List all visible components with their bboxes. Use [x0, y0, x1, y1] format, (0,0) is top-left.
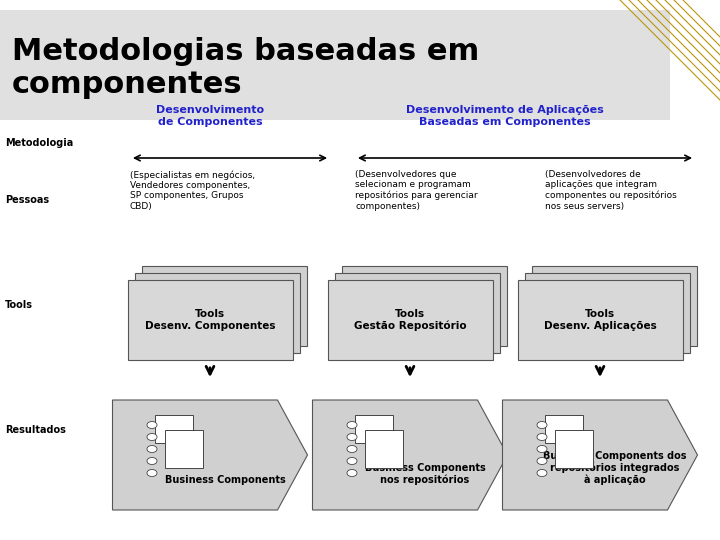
Ellipse shape: [347, 469, 357, 476]
FancyBboxPatch shape: [555, 430, 593, 468]
Ellipse shape: [147, 434, 157, 441]
FancyBboxPatch shape: [328, 280, 492, 360]
FancyBboxPatch shape: [524, 273, 690, 353]
Ellipse shape: [537, 422, 547, 429]
Ellipse shape: [147, 446, 157, 453]
Text: Metodologias baseadas em
componentes: Metodologias baseadas em componentes: [12, 37, 480, 99]
Ellipse shape: [347, 446, 357, 453]
Text: Pessoas: Pessoas: [5, 195, 49, 205]
Text: Metodologia: Metodologia: [5, 138, 73, 148]
Text: Desenvolvimento
de Componentes: Desenvolvimento de Componentes: [156, 105, 264, 127]
Text: Business Components
nos repositórios: Business Components nos repositórios: [364, 463, 485, 485]
Text: (Desenvolvedores de
aplicações que integram
componentes ou repositórios
nos seus: (Desenvolvedores de aplicações que integ…: [545, 170, 677, 211]
Text: Business Components: Business Components: [165, 475, 285, 485]
FancyBboxPatch shape: [518, 280, 683, 360]
Ellipse shape: [537, 469, 547, 476]
FancyBboxPatch shape: [531, 266, 696, 346]
Text: Tools
Desenv. Componentes: Tools Desenv. Componentes: [145, 309, 275, 331]
Ellipse shape: [537, 457, 547, 464]
FancyBboxPatch shape: [155, 415, 193, 443]
Text: Tools
Gestão Repositório: Tools Gestão Repositório: [354, 309, 467, 331]
Ellipse shape: [537, 446, 547, 453]
Ellipse shape: [147, 457, 157, 464]
Ellipse shape: [147, 469, 157, 476]
FancyBboxPatch shape: [335, 273, 500, 353]
FancyBboxPatch shape: [127, 280, 292, 360]
Polygon shape: [112, 400, 307, 510]
Text: (Desenvolvedores que
selecionam e programam
repositórios para gerenciar
componen: (Desenvolvedores que selecionam e progra…: [355, 170, 477, 211]
FancyBboxPatch shape: [0, 10, 670, 120]
FancyBboxPatch shape: [355, 415, 393, 443]
Ellipse shape: [347, 434, 357, 441]
Polygon shape: [503, 400, 698, 510]
FancyBboxPatch shape: [142, 266, 307, 346]
FancyBboxPatch shape: [135, 273, 300, 353]
Text: Desenvolvimento de Aplicações
Baseadas em Componentes: Desenvolvimento de Aplicações Baseadas e…: [406, 105, 604, 127]
Text: (Especialistas em negócios,
Vendedores componentes,
SP componentes, Grupos
CBD): (Especialistas em negócios, Vendedores c…: [130, 170, 255, 211]
FancyBboxPatch shape: [365, 430, 403, 468]
Ellipse shape: [537, 434, 547, 441]
Text: Tools
Desenv. Aplicações: Tools Desenv. Aplicações: [544, 309, 657, 331]
Text: Business Components dos
repositórios integrados
à aplicação: Business Components dos repositórios int…: [544, 450, 687, 485]
Polygon shape: [312, 400, 508, 510]
Text: Tools: Tools: [5, 300, 33, 310]
Ellipse shape: [347, 422, 357, 429]
Ellipse shape: [147, 422, 157, 429]
Text: Resultados: Resultados: [5, 425, 66, 435]
FancyBboxPatch shape: [341, 266, 506, 346]
FancyBboxPatch shape: [545, 415, 583, 443]
FancyBboxPatch shape: [165, 430, 203, 468]
Ellipse shape: [347, 457, 357, 464]
